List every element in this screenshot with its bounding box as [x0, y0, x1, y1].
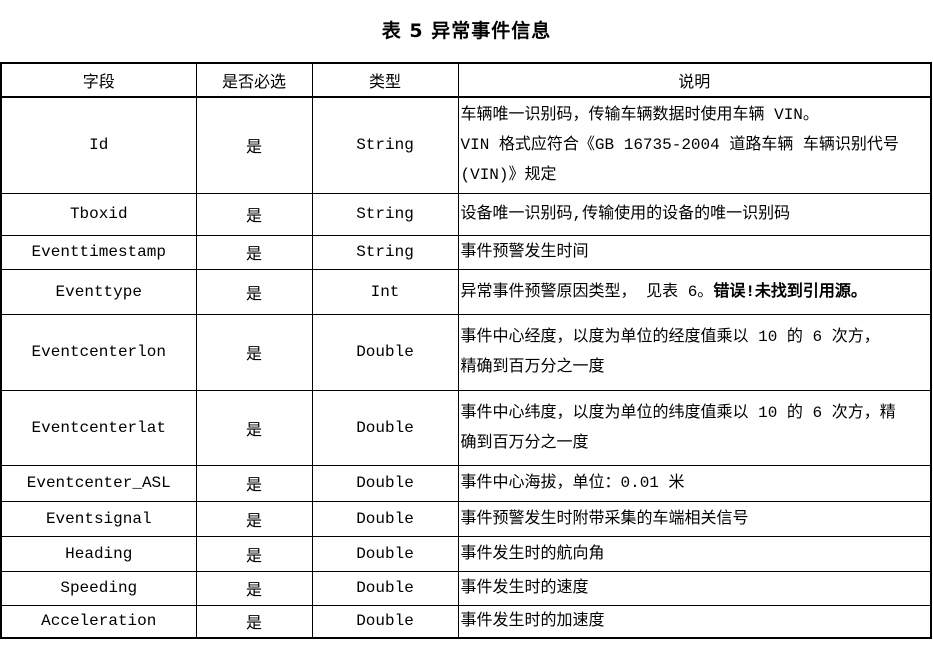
reference-error: 错误!未找到引用源。 — [713, 282, 867, 301]
table-row: Tboxid 是 String 设备唯一识别码,传输使用的设备的唯一识别码 — [0, 192, 932, 236]
description-line: (VIN)》规定 — [461, 160, 931, 190]
cell-field: Eventtimestamp — [0, 234, 197, 270]
event-info-table: 字段 是否必选 类型 说明 Id 是 String 车辆唯一识别码，传输车辆数据时使用… — [0, 62, 932, 639]
cell-field: Eventsignal — [0, 500, 197, 537]
description-text: 确到百万分之一度 — [460, 433, 589, 452]
cell-field: Tboxid — [0, 192, 197, 236]
description-line: 事件中心海拔，单位：0.01 米 — [461, 468, 931, 498]
cell-type: String — [311, 96, 459, 194]
table-row: Eventcenterlat 是 Double 事件中心纬度，以度为单位的纬度值乘以 … — [0, 389, 932, 466]
description-line: 事件发生时的加速度 — [461, 606, 931, 636]
cell-required: 是 — [195, 313, 313, 391]
cell-required: 是 — [195, 500, 313, 537]
table-title: 表 5 异常事件信息 — [381, 20, 552, 42]
description-text: VIN 格式应符合《GB 16735-2004 道路车辆 车辆识别代号 — [460, 136, 899, 155]
description-line: 事件预警发生时间 — [461, 237, 931, 267]
cell-type: Double — [311, 313, 459, 391]
cell-required: 是 — [195, 234, 313, 270]
table-row: Id 是 String 车辆唯一识别码，传输车辆数据时使用车辆 VIN。 VIN 格式应… — [0, 96, 932, 194]
description-text: 事件预警发生时附带采集的车端相关信号 — [460, 509, 749, 528]
cell-description: 事件发生时的加速度 — [457, 604, 932, 639]
description-line: 精确到百万分之一度 — [461, 352, 931, 382]
cell-type: Double — [311, 535, 459, 572]
description-text: 事件发生时的速度 — [460, 579, 589, 597]
table-row: Eventtimestamp 是 String 事件预警发生时间 — [0, 234, 932, 270]
description-text: (VIN)》规定 — [460, 166, 557, 185]
header-field: 字段 — [0, 62, 197, 98]
description-line: 事件中心纬度，以度为单位的纬度值乘以 10 的 6 次方，精 — [461, 398, 931, 428]
cell-description: 事件预警发生时间 — [457, 234, 932, 270]
cell-field: Heading — [0, 535, 197, 572]
cell-required: 是 — [195, 604, 313, 639]
description-text: 事件预警发生时间 — [460, 243, 589, 261]
description-line: 事件发生时的航向角 — [461, 539, 931, 569]
cell-type: Double — [311, 570, 459, 606]
description-line: 设备唯一识别码,传输使用的设备的唯一识别码 — [461, 199, 931, 229]
description-text: 精确到百万分之一度 — [460, 358, 605, 376]
cell-type: Double — [311, 500, 459, 537]
description-text: 事件中心纬度，以度为单位的纬度值乘以 10 的 6 次方，精 — [460, 403, 896, 422]
description-text: 事件发生时的加速度 — [460, 612, 605, 631]
description-line: VIN 格式应符合《GB 16735-2004 道路车辆 车辆识别代号 — [461, 130, 931, 160]
cell-type: Double — [311, 604, 459, 639]
cell-description: 车辆唯一识别码，传输车辆数据时使用车辆 VIN。 VIN 格式应符合《GB 167… — [457, 96, 932, 194]
table-header-row: 字段 是否必选 类型 说明 — [0, 62, 932, 98]
cell-field: Eventcenterlon — [0, 313, 197, 391]
table-row: Eventtype 是 Int 异常事件预警原因类型， 见表 6。错误!未找到引用源。 — [0, 268, 932, 315]
cell-type: Double — [311, 389, 459, 466]
cell-required: 是 — [195, 268, 313, 315]
cell-required: 是 — [195, 389, 313, 466]
cell-required: 是 — [195, 96, 313, 194]
description-line: 事件发生时的速度 — [461, 573, 931, 603]
cell-description: 异常事件预警原因类型， 见表 6。错误!未找到引用源。 — [457, 268, 932, 315]
header-type: 类型 — [311, 62, 459, 98]
cell-description: 事件中心海拔，单位：0.01 米 — [457, 464, 932, 502]
description-line: 确到百万分之一度 — [461, 428, 931, 458]
table-row: Acceleration 是 Double 事件发生时的加速度 — [0, 604, 932, 639]
cell-field: Eventcenterlat — [0, 389, 197, 466]
table-row: Eventsignal 是 Double 事件预警发生时附带采集的车端相关信号 — [0, 500, 932, 537]
description-line: 事件预警发生时附带采集的车端相关信号 — [461, 504, 931, 534]
cell-required: 是 — [195, 464, 313, 502]
cell-description: 事件中心纬度，以度为单位的纬度值乘以 10 的 6 次方，精 确到百万分之一度 — [457, 389, 932, 466]
description-text: 设备唯一识别码,传输使用的设备的唯一识别码 — [460, 205, 791, 223]
cell-description: 设备唯一识别码,传输使用的设备的唯一识别码 — [457, 192, 932, 236]
cell-field: Eventtype — [0, 268, 197, 315]
header-required: 是否必选 — [195, 62, 313, 98]
cell-type: Int — [311, 268, 459, 315]
cell-type: Double — [311, 464, 459, 502]
cell-required: 是 — [195, 570, 313, 606]
description-text: 事件发生时的航向角 — [460, 544, 605, 563]
cell-field: Acceleration — [0, 604, 197, 639]
cell-type: String — [311, 192, 459, 236]
description-text: 事件中心海拔，单位：0.01 米 — [460, 474, 685, 492]
cell-field: Speeding — [0, 570, 197, 606]
description-line: 异常事件预警原因类型， 见表 6。错误!未找到引用源。 — [461, 277, 931, 307]
table-row: Eventcenterlon 是 Double 事件中心经度，以度为单位的经度值乘以 … — [0, 313, 932, 391]
cell-required: 是 — [195, 535, 313, 572]
description-text: 事件中心经度，以度为单位的经度值乘以 10 的 6 次方， — [460, 328, 880, 346]
description-text: 异常事件预警原因类型， 见表 6。 — [460, 282, 714, 301]
table-row: Eventcenter_ASL 是 Double 事件中心海拔，单位：0.01 米 — [0, 464, 932, 502]
cell-field: Id — [0, 96, 197, 194]
cell-field: Eventcenter_ASL — [0, 464, 197, 502]
cell-type: String — [311, 234, 459, 270]
description-line: 事件中心经度，以度为单位的经度值乘以 10 的 6 次方， — [461, 322, 931, 352]
header-description: 说明 — [457, 62, 932, 98]
table-row: Heading 是 Double 事件发生时的航向角 — [0, 535, 932, 572]
cell-required: 是 — [195, 192, 313, 236]
cell-description: 事件发生时的速度 — [457, 570, 932, 606]
cell-description: 事件中心经度，以度为单位的经度值乘以 10 的 6 次方， 精确到百万分之一度 — [457, 313, 932, 391]
description-text: 车辆唯一识别码，传输车辆数据时使用车辆 VIN。 — [460, 106, 819, 125]
table-row: Speeding 是 Double 事件发生时的速度 — [0, 570, 932, 606]
cell-description: 事件发生时的航向角 — [457, 535, 932, 572]
cell-description: 事件预警发生时附带采集的车端相关信号 — [457, 500, 932, 537]
description-line: 车辆唯一识别码，传输车辆数据时使用车辆 VIN。 — [461, 100, 931, 130]
